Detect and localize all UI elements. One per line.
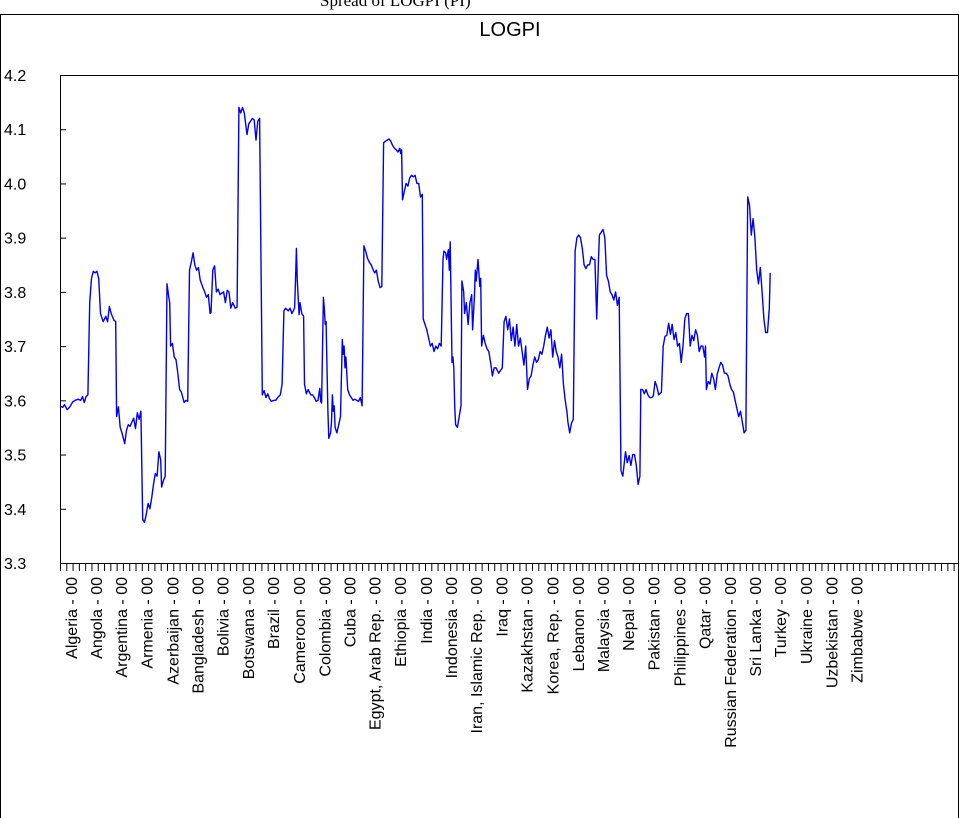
x-tick-label: Zimbabwe - 00 xyxy=(850,577,867,683)
y-tick-label: 4.1 xyxy=(4,122,26,139)
x-tick-label: Bangladesh - 00 xyxy=(191,577,208,694)
x-tick-label: Malaysia - 00 xyxy=(596,577,613,672)
y-tick-label: 3.8 xyxy=(4,285,26,302)
x-tick-label: Azerbaijan - 00 xyxy=(165,577,182,685)
series-group xyxy=(59,106,771,523)
x-tick-label: Egypt, Arab Rep. - 00 xyxy=(368,577,385,730)
y-tick-label: 3.7 xyxy=(4,339,26,356)
y-tick-label: 3.4 xyxy=(4,502,26,519)
y-tick-label: 4.0 xyxy=(4,176,26,193)
x-tick-label: Uzbekistan - 00 xyxy=(824,577,841,688)
x-tick-label: Botswana - 00 xyxy=(241,577,258,679)
x-tick-label: Russian Federation - 00 xyxy=(723,577,740,748)
y-axis: 3.3 3.4 3.5 3.6 3.7 3.8 3.9 4.0 4.1 4.2 xyxy=(4,68,66,573)
x-tick-label: Indonesia - 00 xyxy=(444,577,461,679)
clipped-header-label: Spread of LOGPI (PI) xyxy=(320,0,471,10)
x-tick-label: Nepal - 00 xyxy=(621,577,638,651)
x-tick-label: Angola - 00 xyxy=(89,577,106,659)
x-tick-label: Iraq - 00 xyxy=(494,577,511,637)
x-tick-label: Lebanon - 00 xyxy=(571,577,588,671)
x-tick-label: Qatar - 00 xyxy=(698,577,715,649)
y-tick-label: 3.6 xyxy=(4,393,26,410)
x-tick-label: Argentina - 00 xyxy=(114,577,131,678)
line-chart: LOGPI 3.3 3.4 3.5 3.6 3.7 3.8 3.9 4.0 4.1 4.2 Alg… xyxy=(0,14,959,818)
x-tick-label: Cuba - 00 xyxy=(342,577,359,647)
x-tick-label: Ukraine - 00 xyxy=(799,577,816,664)
series-line-logpi xyxy=(59,106,771,523)
x-tick-label: Philippines - 00 xyxy=(672,577,689,687)
plot-area-border xyxy=(60,75,959,564)
chart-title: LOGPI xyxy=(479,19,540,41)
x-tick-label: Brazil - 00 xyxy=(266,577,283,649)
x-tick-label: Kazakhstan - 00 xyxy=(520,577,537,693)
x-tick-label: Sri Lanka - 00 xyxy=(748,577,765,677)
y-tick-label: 3.9 xyxy=(4,231,26,248)
x-tick-label: Algeria - 00 xyxy=(64,577,81,659)
x-tick-label: Armenia - 00 xyxy=(139,577,156,669)
x-axis: Algeria - 00 Angola - 00 Argentina - 00 Arm… xyxy=(60,563,955,748)
y-tick-label: 3.3 xyxy=(4,556,26,573)
y-tick-label: 4.2 xyxy=(4,68,26,85)
y-tick-label: 3.5 xyxy=(4,448,26,465)
x-tick-label: Ethiopia - 00 xyxy=(393,577,410,667)
clipped-header-text: Spread of LOGPI (PI) xyxy=(0,0,959,14)
x-tick-label: India - 00 xyxy=(419,577,436,644)
x-tick-label: Turkey - 00 xyxy=(773,577,790,657)
x-tick-label: Pakistan - 00 xyxy=(646,577,663,670)
x-tick-label: Cameroon - 00 xyxy=(292,577,309,684)
x-tick-label: Iran, Islamic Rep. - 00 xyxy=(469,577,486,734)
x-tick-label: Korea, Rep. - 00 xyxy=(546,577,563,695)
chart-frame: LOGPI 3.3 3.4 3.5 3.6 3.7 3.8 3.9 4.0 4.1 4.2 Alg… xyxy=(0,14,959,818)
x-tick-label: Colombia - 00 xyxy=(317,577,334,677)
x-tick-label: Bolivia - 00 xyxy=(216,577,233,656)
